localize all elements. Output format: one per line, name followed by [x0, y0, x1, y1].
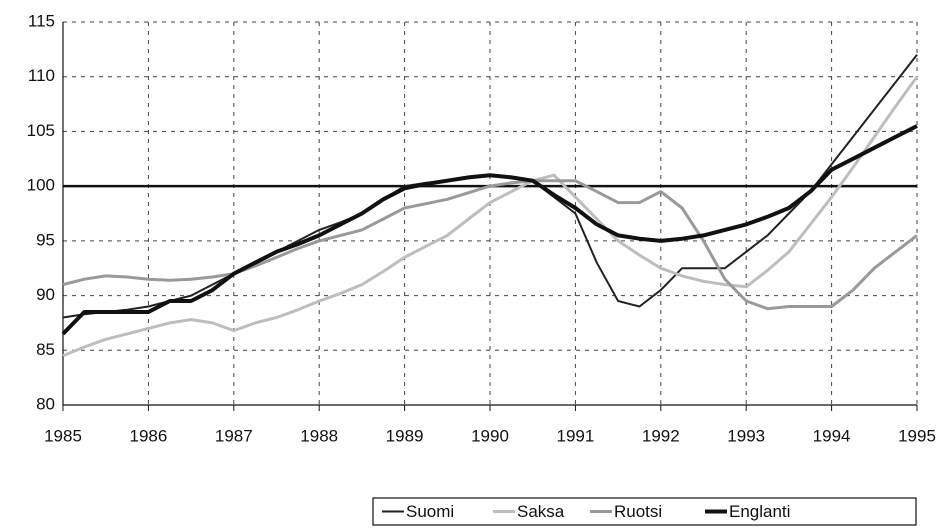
- y-tick-label: 95: [36, 230, 55, 249]
- x-tick-label: 1989: [386, 426, 424, 445]
- y-tick-label: 110: [28, 66, 55, 85]
- x-tick-label: 1985: [44, 426, 82, 445]
- y-tick-label: 100: [27, 176, 55, 195]
- x-tick-label: 1992: [642, 426, 680, 445]
- line-series: [62, 179, 918, 311]
- x-tick-label: 1994: [813, 426, 851, 445]
- x-tick-label: 1987: [215, 426, 253, 445]
- legend-label: Englanti: [729, 502, 790, 521]
- legend-box: [372, 497, 917, 526]
- y-tick-label: 85: [36, 340, 55, 359]
- x-tick-label: 1991: [556, 426, 594, 445]
- line-series: [61, 124, 918, 336]
- y-tick-label: 80: [36, 394, 55, 413]
- legend-label: Ruotsi: [614, 502, 662, 521]
- x-tick-label: 1988: [300, 426, 338, 445]
- x-tick-label: 1995: [898, 426, 936, 445]
- x-tick-label: 1990: [471, 426, 509, 445]
- y-tick-label: 105: [27, 121, 55, 140]
- x-tick-label: 1986: [129, 426, 167, 445]
- legend-label: Saksa: [517, 502, 565, 521]
- line-series: [62, 75, 919, 358]
- legend: Suomi Saksa Ruotsi Englanti: [372, 497, 917, 526]
- y-tick-label: 90: [36, 285, 55, 304]
- x-tick-label: 1993: [727, 426, 765, 445]
- y-tick-label: 115: [28, 11, 55, 30]
- legend-label: Suomi: [406, 502, 454, 521]
